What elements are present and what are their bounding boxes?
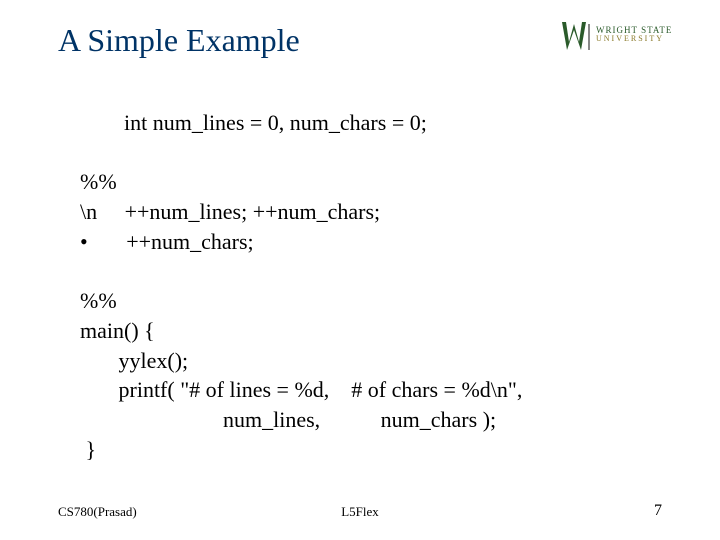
code-line: • ++num_chars;: [80, 229, 254, 254]
footer-center: L5Flex: [0, 504, 720, 520]
code-line: }: [80, 437, 96, 462]
code-line: %%: [80, 288, 117, 313]
slide-title: A Simple Example: [58, 22, 300, 59]
code-line: num_lines, num_chars );: [80, 407, 496, 432]
university-logo: WRIGHT STATE UNIVERSITY: [560, 18, 680, 58]
code-line: \n ++num_lines; ++num_chars;: [80, 199, 380, 224]
code-block: int num_lines = 0, num_chars = 0; %% \n …: [80, 108, 660, 464]
code-line: printf( "# of lines = %d, # of chars = %…: [80, 377, 522, 402]
slide: A Simple Example WRIGHT STATE UNIVERSITY…: [0, 0, 720, 540]
footer-right: 7: [654, 502, 662, 520]
logo-text: WRIGHT STATE UNIVERSITY: [596, 26, 672, 43]
code-line: main() {: [80, 318, 155, 343]
code-line: int num_lines = 0, num_chars = 0;: [80, 110, 427, 135]
code-line: %%: [80, 169, 117, 194]
logo-line2: UNIVERSITY: [596, 35, 672, 43]
code-line: yylex();: [80, 348, 188, 373]
